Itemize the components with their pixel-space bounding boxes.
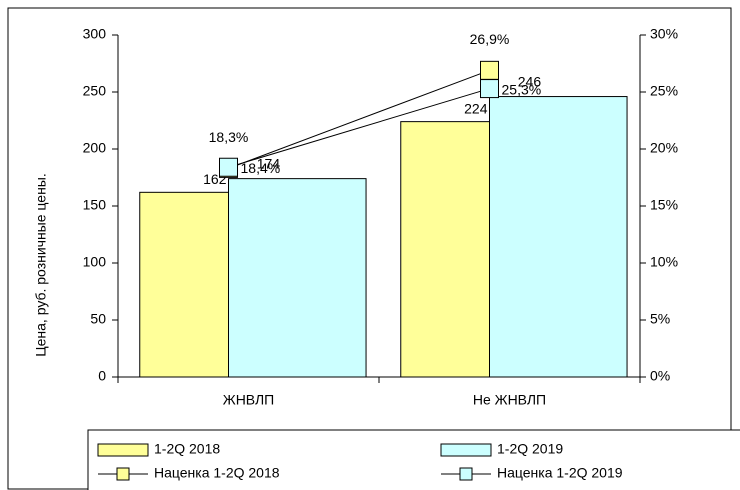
legend-box xyxy=(87,429,740,490)
line-value-label: 25,3% xyxy=(502,81,542,97)
y2-tick-label: 5% xyxy=(650,311,670,327)
legend-swatch xyxy=(440,443,492,457)
y-tick-label: 150 xyxy=(83,197,107,213)
y2-tick-label: 25% xyxy=(650,83,678,99)
y-tick-label: 50 xyxy=(90,311,106,327)
y2-tick-label: 30% xyxy=(650,26,678,42)
y-tick-label: 250 xyxy=(83,83,107,99)
bar xyxy=(489,96,628,378)
legend-label: 1-2Q 2019 xyxy=(497,441,563,457)
bar-value-label: 224 xyxy=(464,100,488,116)
y-axis-label: Цена, руб. розничные цены. xyxy=(33,173,49,357)
line-marker xyxy=(480,60,499,80)
legend-label: Наценка 1-2Q 2019 xyxy=(497,465,623,481)
legend-label: 1-2Q 2018 xyxy=(154,441,220,457)
legend-marker xyxy=(459,467,473,481)
x-tick-label: Не ЖНВЛП xyxy=(473,392,546,408)
y-tick-label: 100 xyxy=(83,254,107,270)
bar xyxy=(400,121,491,378)
line-marker xyxy=(219,157,238,177)
y2-tick-label: 0% xyxy=(650,368,670,384)
y-tick-label: 0 xyxy=(98,368,106,384)
y2-tick-label: 15% xyxy=(650,197,678,213)
x-tick-label: ЖНВЛП xyxy=(223,392,274,408)
bar xyxy=(228,178,367,378)
line xyxy=(228,88,490,168)
y-tick-label: 300 xyxy=(83,26,107,42)
line-value-label: 18,3% xyxy=(209,129,249,145)
line-value-label: 18,4% xyxy=(241,160,281,176)
y2-tick-label: 20% xyxy=(650,140,678,156)
legend-label: Наценка 1-2Q 2018 xyxy=(154,465,280,481)
y2-tick-label: 10% xyxy=(650,254,678,270)
bar-value-label: 246 xyxy=(518,73,542,89)
bar xyxy=(139,191,229,378)
y-tick-label: 200 xyxy=(83,140,107,156)
line xyxy=(228,69,490,169)
bar-value-label: 174 xyxy=(257,155,281,171)
legend-swatch xyxy=(97,443,149,457)
line-value-label: 26,9% xyxy=(470,31,510,47)
legend-marker xyxy=(116,467,130,481)
line-marker xyxy=(480,79,499,99)
